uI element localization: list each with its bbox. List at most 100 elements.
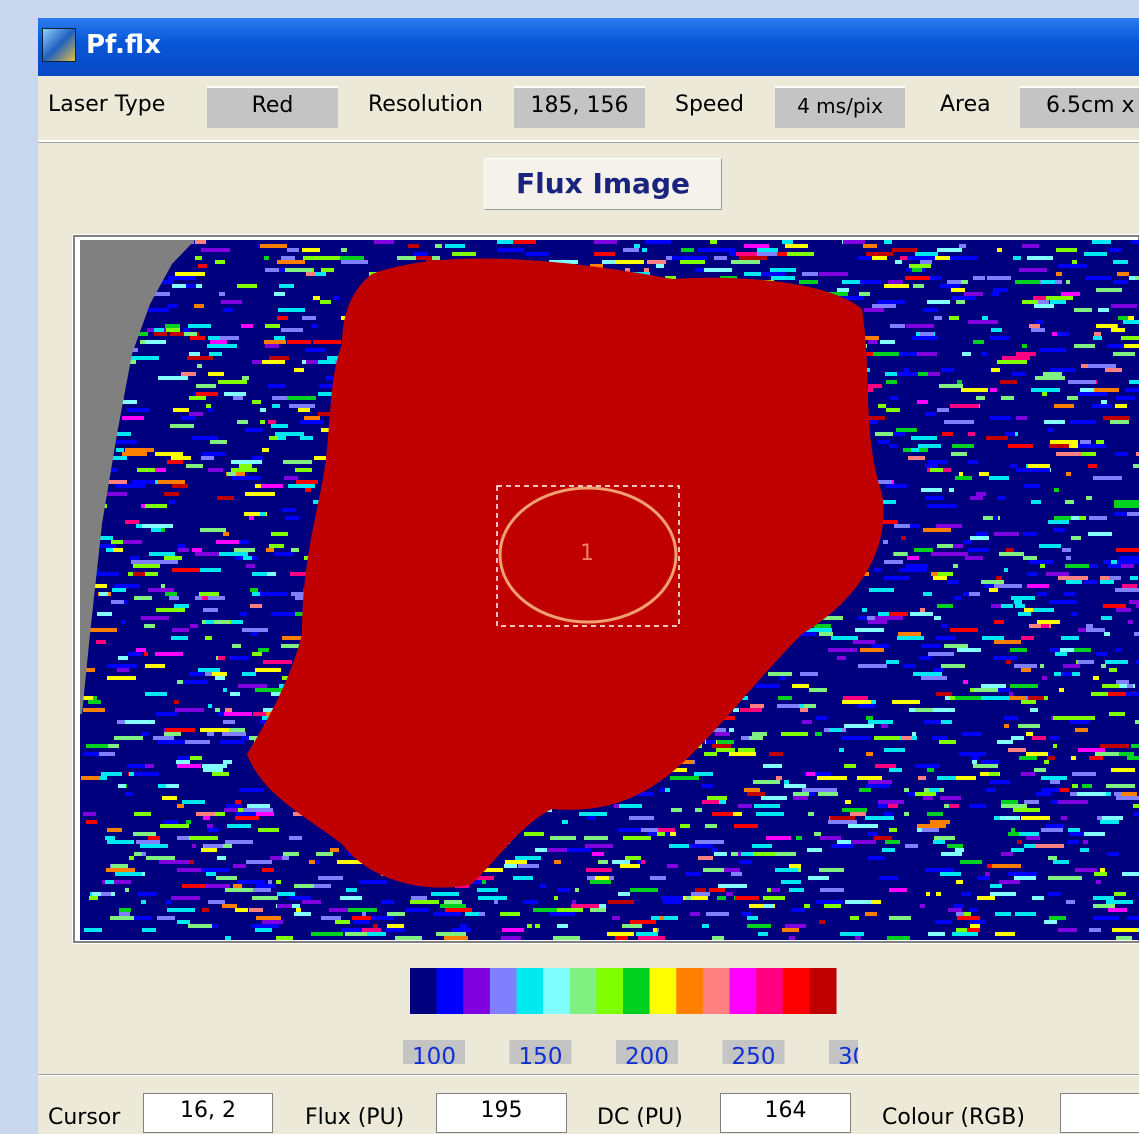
- noise-pixel: [641, 828, 669, 832]
- noise-pixel: [623, 248, 639, 252]
- noise-pixel: [223, 308, 233, 312]
- noise-pixel: [237, 880, 265, 884]
- noise-pixel: [650, 876, 666, 880]
- noise-pixel: [1114, 504, 1139, 508]
- noise-pixel: [800, 708, 808, 712]
- noise-pixel: [1062, 876, 1082, 880]
- noise-pixel: [660, 916, 664, 920]
- noise-pixel: [1030, 708, 1038, 712]
- noise-pixel: [540, 884, 546, 888]
- noise-pixel: [1031, 468, 1050, 472]
- noise-pixel: [553, 936, 580, 940]
- noise-pixel: [130, 356, 159, 360]
- noise-pixel: [858, 704, 875, 708]
- noise-pixel: [705, 740, 734, 744]
- noise-pixel: [131, 772, 159, 776]
- noise-pixel: [134, 812, 151, 816]
- noise-pixel: [886, 660, 899, 664]
- noise-pixel: [615, 260, 644, 264]
- noise-pixel: [148, 588, 174, 592]
- noise-pixel: [1092, 240, 1111, 244]
- noise-pixel: [478, 868, 503, 872]
- noise-pixel: [702, 924, 709, 928]
- noise-pixel: [672, 256, 681, 260]
- noise-pixel: [134, 916, 152, 920]
- noise-pixel: [837, 840, 855, 844]
- noise-pixel: [1070, 720, 1089, 724]
- noise-pixel: [820, 836, 841, 840]
- noise-pixel: [951, 452, 967, 456]
- noise-pixel: [947, 580, 959, 584]
- noise-pixel: [828, 820, 857, 824]
- noise-pixel: [885, 840, 900, 844]
- noise-pixel: [149, 552, 175, 556]
- noise-pixel: [970, 924, 980, 928]
- noise-pixel: [170, 424, 194, 428]
- noise-pixel: [740, 852, 754, 856]
- noise-pixel: [123, 540, 142, 544]
- noise-pixel: [200, 728, 229, 732]
- noise-pixel: [1116, 548, 1139, 552]
- noise-pixel: [717, 896, 726, 900]
- noise-pixel: [1026, 836, 1040, 840]
- noise-pixel: [274, 336, 285, 340]
- noise-pixel: [866, 256, 887, 260]
- noise-pixel: [865, 816, 894, 820]
- noise-pixel: [928, 652, 954, 656]
- noise-pixel: [956, 880, 963, 884]
- noise-pixel: [913, 672, 942, 676]
- noise-pixel: [1109, 668, 1117, 672]
- noise-pixel: [501, 936, 521, 940]
- noise-pixel: [196, 812, 215, 816]
- noise-pixel: [896, 352, 925, 356]
- noise-pixel: [268, 420, 276, 424]
- noise-pixel: [210, 440, 227, 444]
- noise-pixel: [1029, 560, 1039, 564]
- noise-pixel: [921, 372, 940, 376]
- noise-pixel: [1119, 556, 1139, 560]
- noise-pixel: [1050, 648, 1060, 652]
- view-button[interactable]: Flux Image: [484, 158, 722, 210]
- noise-pixel: [644, 268, 649, 272]
- noise-pixel: [925, 412, 936, 416]
- noise-pixel: [285, 516, 299, 520]
- noise-pixel: [258, 648, 269, 652]
- noise-pixel: [1054, 404, 1074, 408]
- noise-pixel: [202, 764, 227, 768]
- noise-pixel: [711, 848, 718, 852]
- noise-pixel: [991, 368, 1000, 372]
- noise-pixel: [886, 380, 897, 384]
- noise-pixel: [753, 780, 765, 784]
- noise-pixel: [161, 584, 165, 588]
- noise-pixel: [905, 276, 930, 280]
- noise-pixel: [937, 408, 949, 412]
- noise-pixel: [584, 836, 608, 840]
- noise-pixel: [959, 244, 966, 248]
- noise-pixel: [277, 892, 295, 896]
- noise-pixel: [212, 672, 227, 676]
- noise-pixel: [651, 916, 678, 920]
- noise-pixel: [924, 720, 941, 724]
- noise-pixel: [1023, 596, 1034, 600]
- noise-pixel: [920, 260, 932, 264]
- noise-pixel: [968, 320, 982, 324]
- noise-pixel: [359, 880, 387, 884]
- noise-pixel: [904, 788, 909, 792]
- noise-pixel: [625, 856, 641, 860]
- noise-pixel: [294, 368, 304, 372]
- noise-pixel: [1040, 564, 1045, 568]
- noise-pixel: [303, 256, 332, 260]
- noise-pixel: [949, 804, 959, 808]
- noise-pixel: [224, 808, 238, 812]
- noise-pixel: [955, 696, 983, 700]
- noise-pixel: [686, 872, 701, 876]
- noise-pixel: [249, 888, 271, 892]
- noise-pixel: [148, 836, 160, 840]
- noise-pixel: [145, 504, 167, 508]
- noise-pixel: [860, 648, 884, 652]
- noise-pixel: [1054, 528, 1065, 532]
- noise-pixel: [167, 908, 195, 912]
- noise-pixel: [993, 288, 1008, 292]
- noise-pixel: [206, 884, 230, 888]
